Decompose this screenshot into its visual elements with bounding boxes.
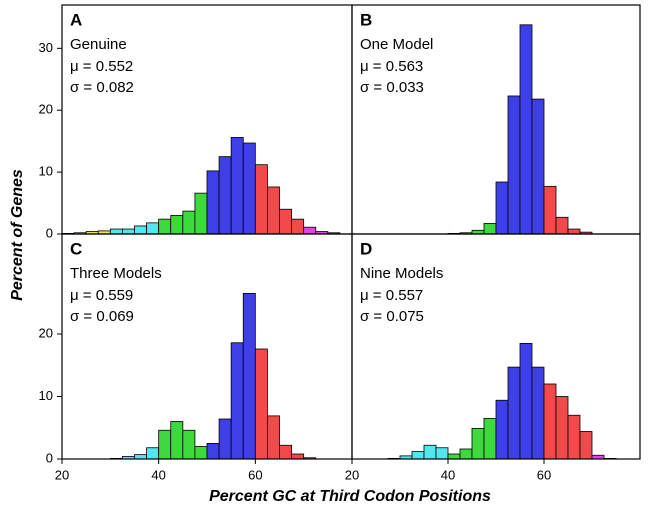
panel-stat: σ = 0.069 (70, 308, 134, 325)
bar (291, 218, 305, 235)
bar (242, 142, 256, 235)
bar (182, 210, 196, 235)
bar (435, 447, 449, 460)
bar (254, 164, 268, 235)
bar (218, 156, 232, 235)
panel-title: One Model (360, 36, 433, 53)
bar (447, 453, 461, 460)
panel-title: Nine Models (360, 265, 443, 282)
bar (206, 170, 220, 235)
bar (507, 95, 521, 235)
panel-letter: C (70, 239, 82, 258)
x-tick-label: 60 (537, 467, 551, 482)
bar (579, 431, 593, 460)
bar (495, 399, 509, 460)
panel-frame (351, 233, 641, 460)
bar (423, 444, 437, 460)
y-tick-label: 20 (39, 325, 53, 340)
bar (483, 417, 497, 460)
bar (483, 223, 497, 235)
x-axis-title: Percent GC at Third Codon Positions (209, 488, 491, 505)
x-tick-label: 60 (248, 467, 262, 482)
x-tick-label: 20 (55, 467, 69, 482)
panel-letter: B (360, 10, 372, 29)
panel-title: Three Models (70, 265, 162, 282)
bar (146, 447, 160, 460)
panel-stat: μ = 0.557 (360, 287, 423, 304)
bar (230, 342, 244, 460)
bar (122, 228, 135, 235)
x-tick-label: 20 (345, 467, 359, 482)
bar (279, 208, 292, 235)
bar (411, 451, 425, 460)
bar (531, 98, 545, 235)
bar (218, 418, 232, 460)
bar (555, 216, 569, 235)
bar (146, 222, 160, 235)
bar (170, 421, 184, 460)
bar (134, 225, 147, 235)
bar (158, 429, 172, 460)
bar (291, 453, 305, 460)
bar (543, 185, 557, 235)
panel-stat: μ = 0.559 (70, 287, 133, 304)
bar (531, 366, 545, 460)
bar (254, 348, 268, 460)
panel-letter: D (360, 239, 372, 258)
y-tick-label: 0 (46, 450, 53, 465)
bar (194, 192, 208, 235)
panel-stat: μ = 0.563 (360, 58, 423, 75)
panel-stat: σ = 0.033 (360, 79, 424, 96)
bar (134, 454, 147, 460)
bar (109, 228, 123, 235)
y-tick-label: 0 (46, 225, 53, 240)
bar (279, 444, 292, 460)
x-tick-label: 40 (441, 467, 455, 482)
panel-stat: μ = 0.552 (70, 58, 133, 75)
bar (519, 24, 533, 235)
y-tick-label: 10 (39, 388, 53, 403)
bar (267, 186, 280, 235)
bar (555, 396, 569, 460)
bar (182, 429, 196, 460)
y-tick-label: 20 (39, 102, 53, 117)
bar (471, 427, 485, 460)
bar (194, 446, 208, 460)
bar (267, 415, 280, 460)
bar (567, 228, 581, 235)
bar (543, 383, 557, 460)
bar (459, 448, 473, 460)
panel-stat: σ = 0.075 (360, 308, 424, 325)
bar (206, 442, 220, 460)
bar (495, 181, 509, 235)
bar (230, 137, 244, 235)
bar (158, 218, 172, 235)
bar (170, 215, 184, 235)
bar (567, 414, 581, 460)
bar (519, 342, 533, 460)
panel-letter: A (70, 10, 82, 29)
y-tick-label: 30 (39, 40, 53, 55)
bar (303, 226, 317, 235)
x-tick-label: 40 (151, 467, 165, 482)
bar (242, 292, 256, 460)
bar (507, 366, 521, 460)
panel-stat: σ = 0.082 (70, 79, 134, 96)
y-axis-title: Percent of Genes (9, 169, 26, 301)
panel-title: Genuine (70, 36, 127, 53)
y-tick-label: 10 (39, 164, 53, 179)
